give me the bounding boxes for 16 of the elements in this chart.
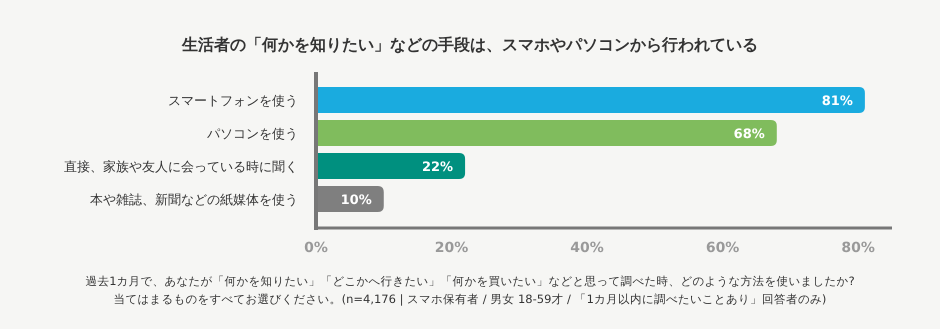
data-label: 68% (734, 127, 765, 142)
y-tick-label: スマートフォンを使う (168, 94, 298, 109)
x-tick-label: 0% (304, 240, 328, 256)
chart-title: 生活者の「何かを知りたい」などの手段は、スマホやパソコンから行われている (181, 35, 758, 54)
data-label: 22% (422, 160, 454, 175)
text: 過去1カ月で、あなたが「何かを知りたい」「どこかへ行きたい」「何かを買いたい」などと思って調べた時、どのような方法を使いましたか? (85, 274, 855, 288)
x-tick-label: 80% (841, 240, 875, 256)
y-tick-label: 本や雑誌、新聞などの紙媒体を使う (90, 193, 298, 208)
x-tick-label: 20% (434, 240, 468, 256)
text: 当てはまるものをすべてお選びください。(n=4,176 | スマホ保有者 / 男女 18-59才 / 「1カ月以内に調べたいことあり」回答者のみ) (114, 292, 826, 306)
y-tick-label: パソコンを使う (206, 127, 298, 142)
y-tick-label: 直接、家族や友人に会っている時に聞く (64, 159, 298, 175)
data-label: 81% (822, 94, 853, 109)
x-tick-label: 60% (706, 240, 740, 256)
x-tick-label: 40% (570, 240, 604, 256)
data-label: 10% (340, 193, 372, 208)
